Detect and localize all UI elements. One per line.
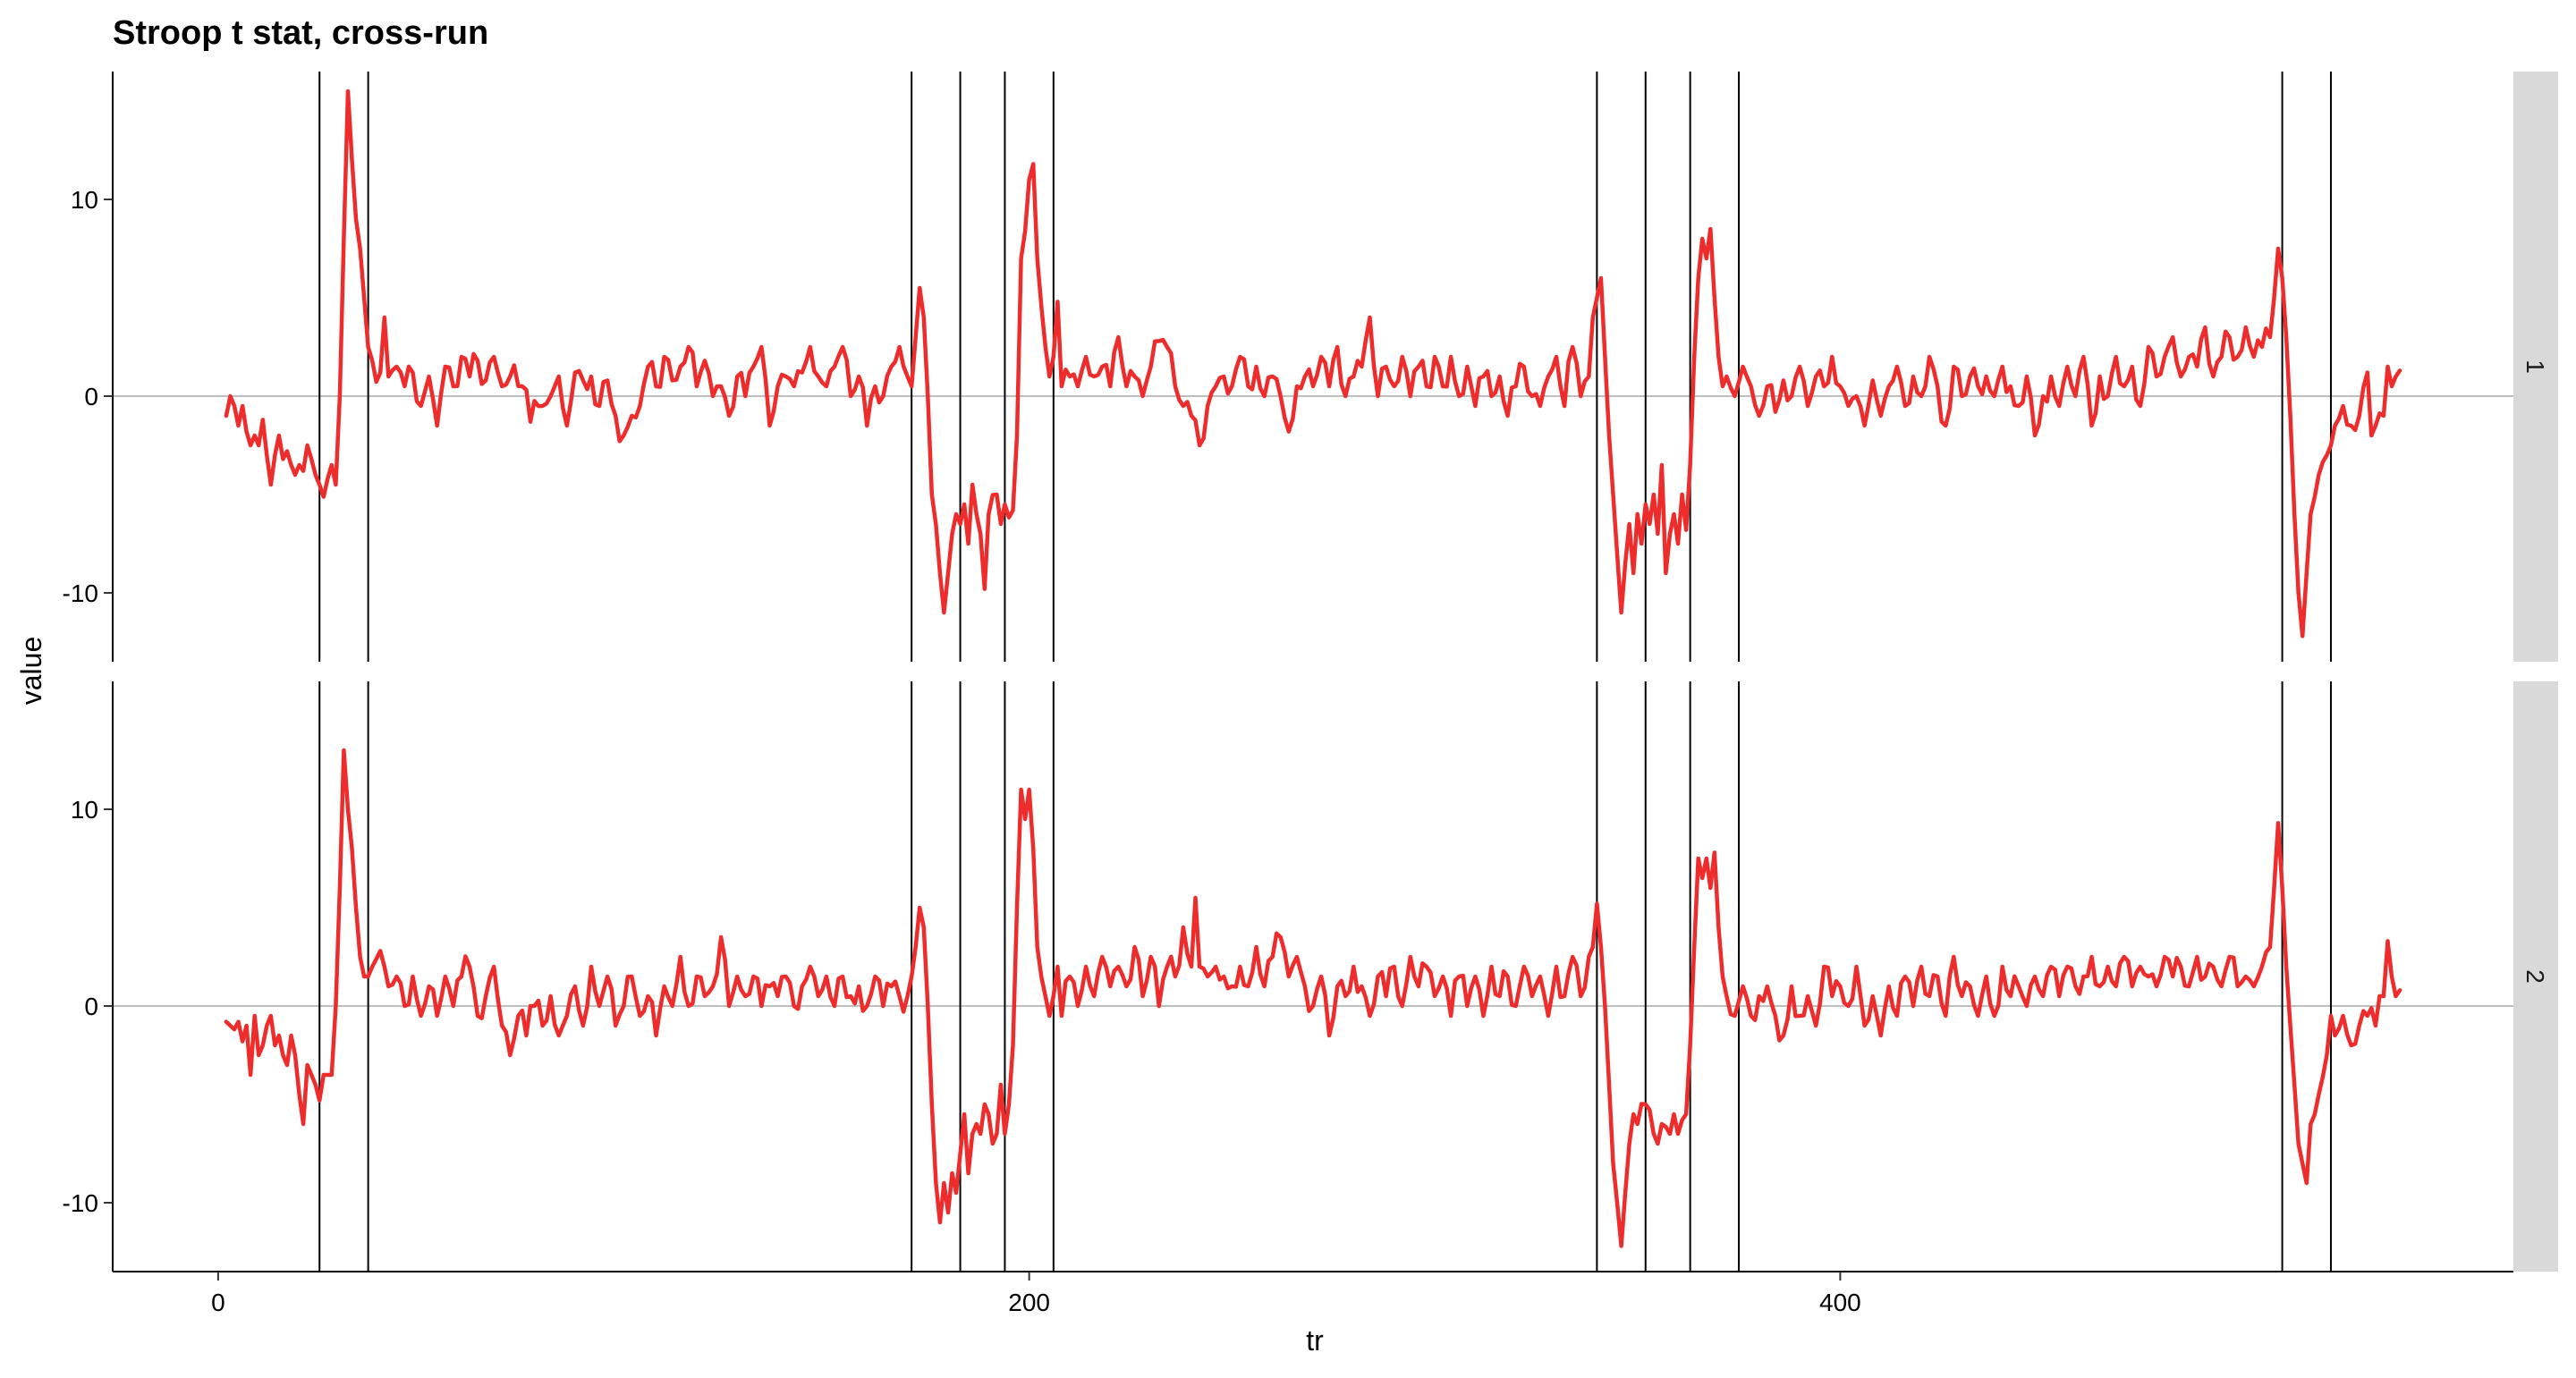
facet-strip-label: 2 <box>2521 969 2549 984</box>
facet-panel-2: -10 0 10 2 <box>63 681 2558 1272</box>
x-tick-label: 400 <box>1819 1289 1861 1316</box>
y-axis-title: value <box>15 637 47 706</box>
y-tick-label: 10 <box>71 796 98 824</box>
y-tick-label: -10 <box>63 579 98 607</box>
facet-strip-label: 1 <box>2521 359 2549 374</box>
y-tick-label: -10 <box>63 1189 98 1217</box>
x-tick-label: 0 <box>211 1289 225 1316</box>
x-axis-title: tr <box>1306 1324 1324 1357</box>
chart-title: Stroop t stat, cross-run <box>113 14 488 52</box>
series-line-facet-1 <box>224 89 2402 638</box>
y-tick-label: 0 <box>84 383 98 410</box>
series-line-facet-2 <box>224 748 2402 1248</box>
x-axis: 0 200 400 <box>113 1271 2513 1316</box>
facet-panels: -10 0 10 1 -10 0 10 2 <box>63 72 2558 1272</box>
y-tick-label: 0 <box>84 993 98 1020</box>
facet-panel-1: -10 0 10 1 <box>63 72 2558 662</box>
x-tick-label: 200 <box>1008 1289 1050 1316</box>
facet-strip <box>2513 681 2558 1272</box>
facet-strip <box>2513 72 2558 662</box>
y-tick-label: 10 <box>71 186 98 214</box>
